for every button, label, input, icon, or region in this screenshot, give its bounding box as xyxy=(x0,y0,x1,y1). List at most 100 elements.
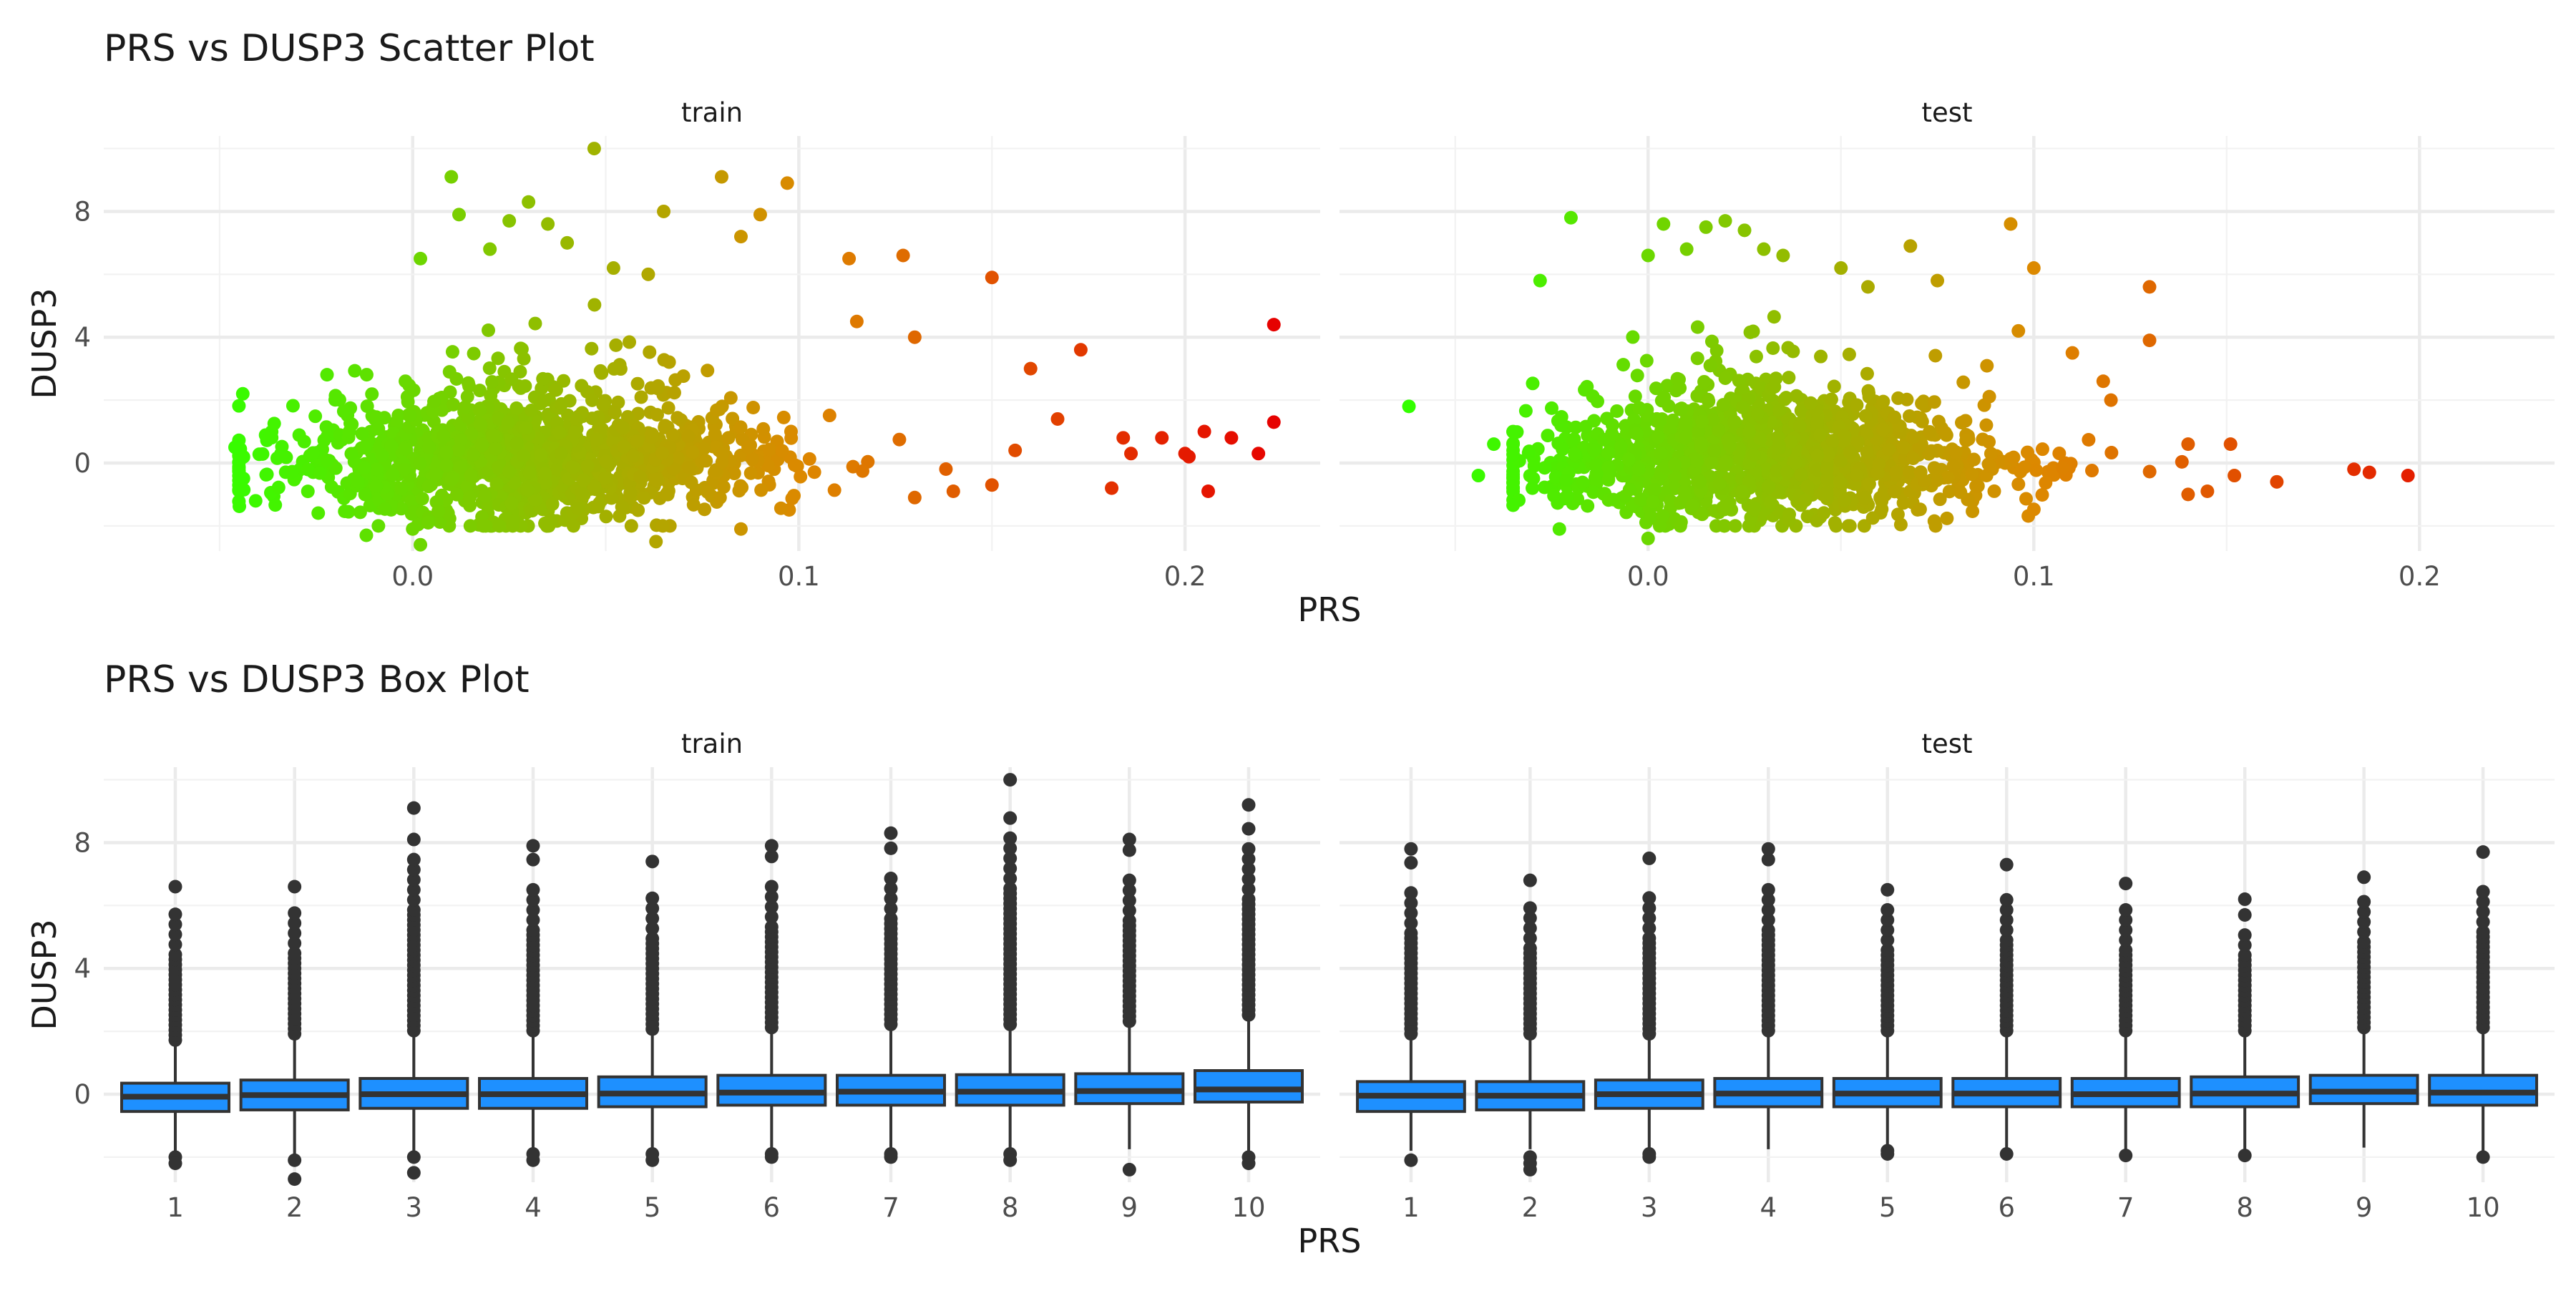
scatter-train-point xyxy=(822,409,836,423)
outlier-point xyxy=(288,1172,302,1187)
scatter-train-point xyxy=(566,460,580,474)
scatter-train-point xyxy=(985,271,999,285)
outlier-point xyxy=(168,947,182,962)
outlier-point xyxy=(1404,916,1418,930)
outlier-point xyxy=(1761,923,1775,937)
scatter-train-point xyxy=(615,500,629,514)
scatter-test-point xyxy=(2142,280,2157,294)
scatter-test-point xyxy=(1865,511,1880,525)
scatter-train-point xyxy=(599,510,613,524)
outlier-point xyxy=(406,882,421,897)
outlier-point xyxy=(168,907,182,922)
outlier-point xyxy=(764,890,779,904)
scatter-train-point xyxy=(577,473,591,487)
scatter-train-point xyxy=(676,369,691,384)
scatter-test-point xyxy=(1641,531,1655,545)
scatter-train-point xyxy=(1116,431,1131,445)
scatter-train-point xyxy=(384,439,399,453)
scatter-test-point xyxy=(1576,475,1590,489)
scatter-train-point xyxy=(746,400,761,414)
scatter-train-point xyxy=(397,462,411,477)
scatter-train-point xyxy=(279,450,293,464)
scatter-train-point xyxy=(597,472,612,486)
scatter-train-point xyxy=(775,444,789,458)
scatter-train-point xyxy=(763,442,777,457)
scatter-train-point xyxy=(907,490,922,505)
scatter-train-point xyxy=(1124,447,1138,461)
scatter-test-point xyxy=(1965,467,1979,482)
scatter-train-point xyxy=(896,248,910,263)
box-test-box-9 xyxy=(2308,870,2419,1148)
scatter-test-point xyxy=(1735,484,1749,499)
outlier-point xyxy=(645,1153,660,1167)
scatter-test-point xyxy=(1931,273,1945,288)
scatter-test-point xyxy=(1782,507,1797,522)
box-strip-test: test xyxy=(1921,729,1972,759)
outlier-point xyxy=(2357,925,2371,939)
scatter-train-point xyxy=(522,466,537,480)
outlier-point xyxy=(288,926,302,940)
scatter-train-point xyxy=(1201,484,1215,499)
scatter-test-point xyxy=(2228,469,2242,483)
scatter-test-point xyxy=(1782,371,1796,385)
scatter-train-point xyxy=(537,394,551,408)
scatter-train-point xyxy=(745,452,759,467)
scatter-train-point xyxy=(985,478,999,492)
box-test-x-tick-label: 9 xyxy=(2356,1192,2373,1223)
scatter-test-point xyxy=(1860,445,1874,459)
outlier-point xyxy=(1523,941,1537,955)
scatter-test-point xyxy=(2026,261,2041,276)
outlier-point xyxy=(526,892,540,907)
scatter-test-point xyxy=(1678,431,1692,445)
scatter-train-point xyxy=(549,383,563,397)
outlier-point xyxy=(1523,931,1537,945)
scatter-train-point xyxy=(774,501,788,515)
scatter-train-point xyxy=(554,446,568,460)
scatter-train-point xyxy=(267,416,281,431)
scatter-test-point xyxy=(1716,398,1730,412)
scatter-train-point xyxy=(421,479,436,494)
scatter-train-point xyxy=(585,411,600,426)
scatter-train-point xyxy=(1155,431,1169,445)
scatter-train-point xyxy=(422,440,436,454)
scatter-test-x-tick-label: 0.1 xyxy=(2013,561,2055,592)
scatter-train-point xyxy=(433,515,447,529)
scatter-train-point xyxy=(794,469,808,484)
scatter-test-point xyxy=(1772,403,1787,417)
outlier-point xyxy=(2238,948,2252,963)
outlier-point xyxy=(1241,822,1256,836)
outlier-point xyxy=(1003,773,1018,787)
outlier-point xyxy=(764,1150,779,1164)
scatter-test-point xyxy=(1928,519,1943,533)
scatter-train-point xyxy=(371,422,386,436)
scatter-test-point xyxy=(1820,462,1834,476)
outlier-point xyxy=(1999,913,2014,927)
scatter-train-point xyxy=(633,469,647,484)
scatter-test-point xyxy=(2200,484,2215,499)
scatter-train-point xyxy=(516,449,530,463)
box-train-x-tick-label: 4 xyxy=(525,1192,542,1223)
scatter-test-point xyxy=(1817,506,1831,520)
outlier-point xyxy=(1404,906,1418,920)
scatter-test-point xyxy=(1649,381,1663,396)
scatter-test-point xyxy=(1692,474,1707,489)
scatter-test-point xyxy=(2082,432,2096,447)
scatter-train-y-tick-label: 8 xyxy=(74,196,91,227)
scatter-test-point xyxy=(2021,445,2035,459)
outlier-point xyxy=(288,906,302,920)
box-train-box-4 xyxy=(478,839,588,1167)
outlier-point xyxy=(1999,1146,2014,1161)
scatter-test-point xyxy=(1786,344,1800,359)
scatter-train-point xyxy=(525,403,539,417)
scatter-train-point xyxy=(631,503,645,517)
scatter-train-point xyxy=(733,522,748,536)
outlier-point xyxy=(1761,902,1775,917)
scatter-panel-train: 0 4 8 0.0 0.1 0.2 xyxy=(74,136,1320,592)
outlier-point xyxy=(1404,886,1418,900)
scatter-train-point xyxy=(662,355,676,369)
scatter-test-point xyxy=(1646,495,1660,509)
scatter-train-point xyxy=(615,420,630,434)
scatter-test-point xyxy=(1810,449,1825,463)
outlier-point xyxy=(1642,911,1657,925)
scatter-test-point xyxy=(2223,437,2238,452)
